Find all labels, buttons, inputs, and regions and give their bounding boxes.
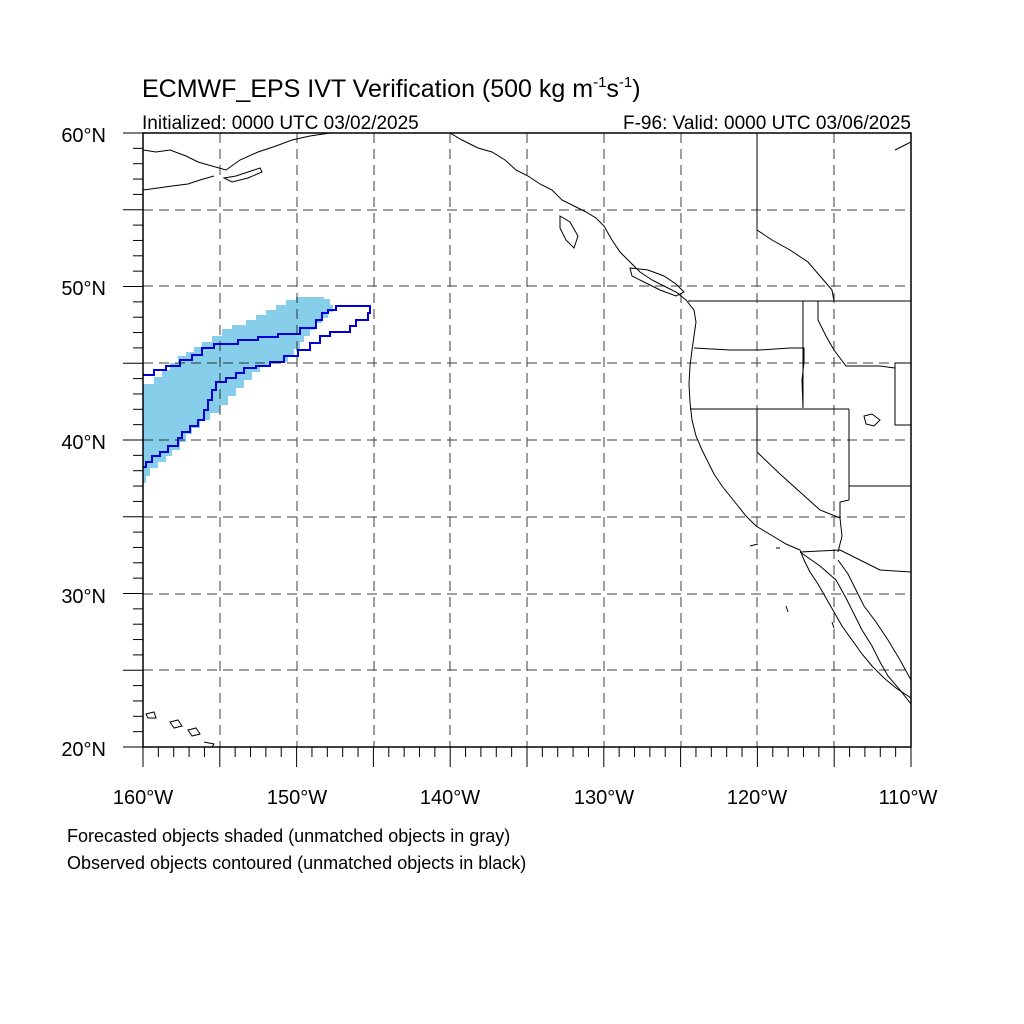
lat-label-30: 30°N (61, 586, 106, 608)
grid-lines (143, 133, 911, 747)
lon-label-160w: 160°W (113, 787, 173, 809)
lat-label-60: 60°N (61, 125, 106, 147)
forecast-object-shaded (143, 297, 333, 483)
initialized-label: Initialized: 0000 UTC 03/02/2025 (142, 113, 419, 134)
longitude-labels: 160°W 150°W 140°W 130°W 120°W 110°W (113, 787, 938, 809)
legend-forecast: Forecasted objects shaded (unmatched obj… (67, 826, 510, 846)
lon-label-150w: 150°W (267, 787, 327, 809)
lon-label-120w: 120°W (727, 787, 787, 809)
latitude-labels: 20°N 30°N 40°N 50°N 60°N (61, 125, 106, 761)
legend-observed: Observed objects contoured (unmatched ob… (67, 853, 526, 873)
valid-label: F-96: Valid: 0000 UTC 03/06/2025 (623, 113, 911, 134)
lat-label-40: 40°N (61, 432, 106, 454)
west-coast-coastline (449, 133, 911, 699)
observed-object-contour (143, 305, 371, 468)
lon-label-130w: 130°W (574, 787, 634, 809)
map-title: ECMWF_EPS IVT Verification (500 kg m-1s-… (142, 74, 641, 103)
lat-label-20: 20°N (61, 739, 106, 761)
axis-ticks (123, 132, 912, 767)
lon-label-110w: 110°W (879, 787, 938, 809)
baja-coastline (799, 551, 911, 705)
alaska-coastline (143, 133, 331, 171)
political-boundaries (688, 133, 911, 573)
lon-label-140w: 140°W (420, 787, 480, 809)
lat-label-50: 50°N (61, 278, 106, 300)
gulf-coastline (837, 559, 911, 681)
hawaii-islands (145, 711, 157, 719)
coastlines (143, 133, 911, 747)
